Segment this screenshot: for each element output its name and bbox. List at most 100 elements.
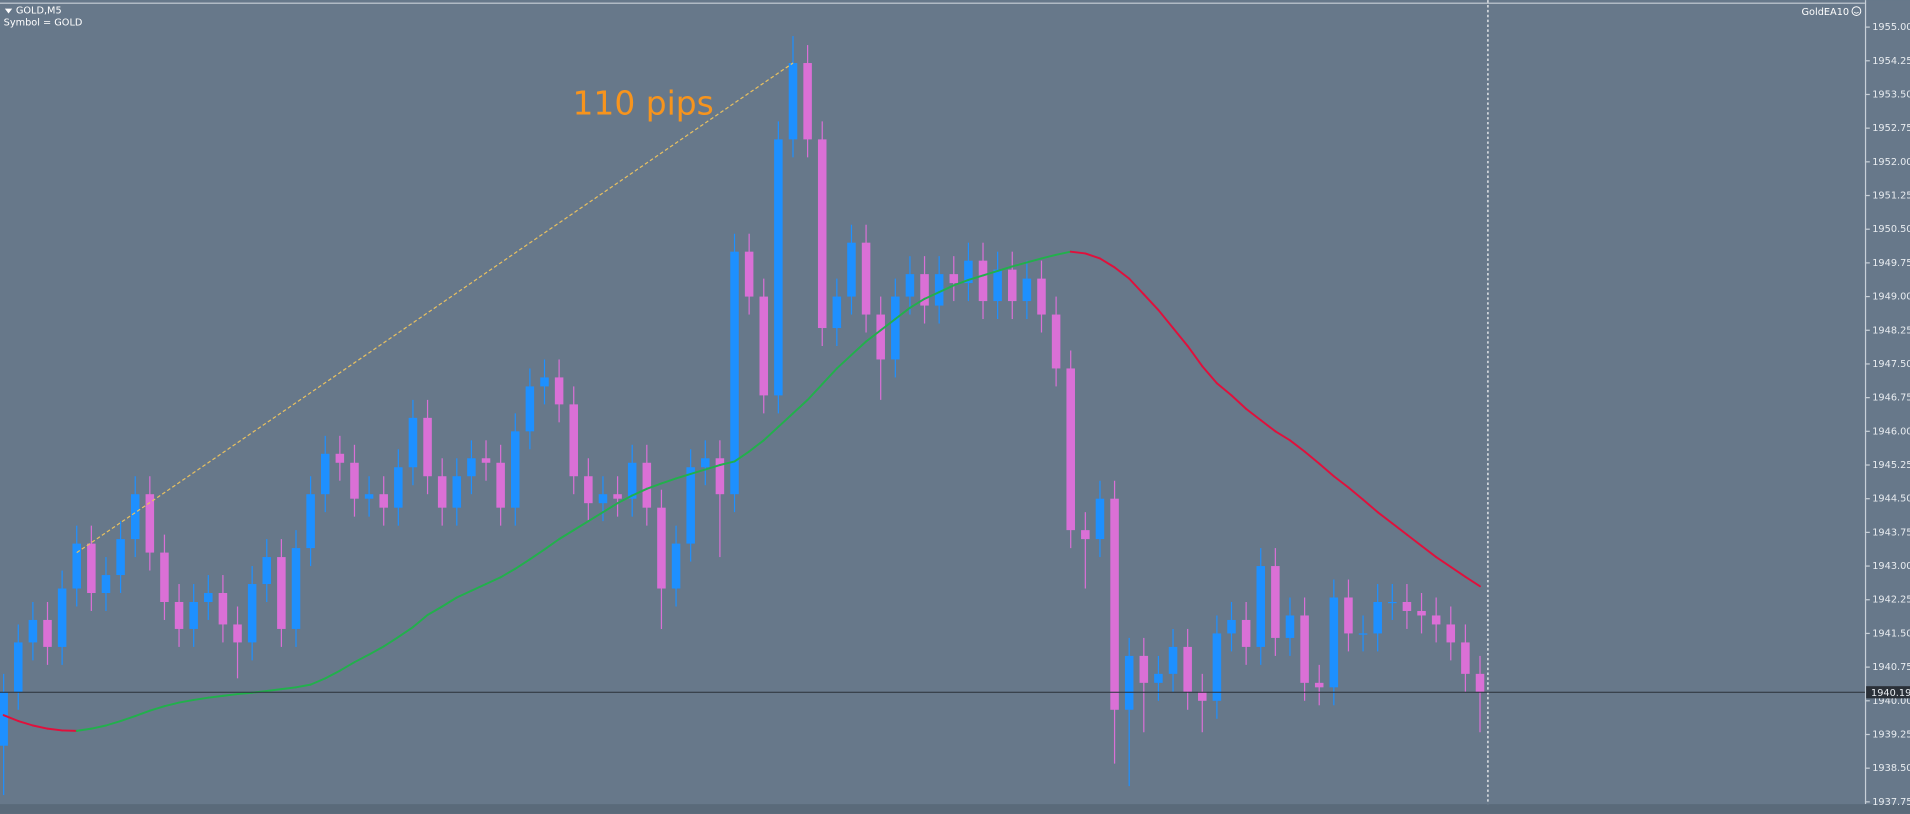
candle-body	[277, 557, 286, 629]
moving-average	[631, 487, 648, 497]
candle-body	[1212, 633, 1222, 701]
moving-average	[1274, 430, 1291, 442]
candle-body	[1081, 530, 1090, 540]
moving-average	[148, 705, 166, 712]
moving-average	[1245, 407, 1262, 422]
menu-arrow[interactable]	[4, 8, 13, 14]
moving-average	[1376, 511, 1394, 525]
candle-body	[204, 593, 213, 602]
candle-body	[1475, 673, 1485, 692]
candle-body	[116, 539, 125, 576]
y-tick-label: 1947.50	[1872, 359, 1910, 370]
candle-body	[0, 691, 8, 746]
candle-body	[408, 417, 418, 468]
candle-body	[1227, 619, 1236, 634]
candle-body	[832, 296, 842, 329]
candle-body	[291, 548, 301, 629]
moving-average	[455, 589, 473, 599]
moving-average	[1347, 486, 1365, 501]
moving-average	[1289, 439, 1306, 453]
moving-average	[777, 412, 794, 428]
moving-average	[967, 274, 984, 281]
y-tick-label: 1942.25	[1872, 595, 1910, 606]
moving-average	[221, 693, 239, 697]
candle-body	[43, 619, 52, 647]
candle-body	[306, 494, 315, 549]
moving-average	[850, 340, 868, 356]
candle-body	[1183, 646, 1192, 692]
candle-body	[1198, 691, 1207, 701]
moving-average	[1172, 327, 1189, 347]
candle-body	[744, 251, 754, 297]
price-label: 1940.19	[1871, 688, 1910, 699]
candle-body	[14, 642, 23, 692]
moving-average	[46, 727, 64, 732]
candle-body	[1329, 597, 1339, 688]
candle-body	[452, 476, 462, 508]
candle-body	[262, 557, 272, 585]
candle-body	[1124, 655, 1134, 710]
candle-body	[569, 404, 578, 477]
candle-body	[1241, 619, 1251, 647]
candle-body	[613, 494, 622, 499]
moving-average	[558, 529, 575, 541]
y-tick-label: 1938.50	[1872, 763, 1910, 774]
candle-body	[1344, 597, 1353, 634]
candle-body	[934, 274, 944, 306]
price-label-box	[1866, 686, 1910, 699]
moving-average	[923, 291, 941, 300]
moving-average	[1186, 345, 1204, 368]
candle-body	[335, 453, 345, 463]
moving-average	[660, 477, 678, 485]
moving-average	[1157, 309, 1175, 329]
moving-average	[1113, 266, 1131, 280]
candle-body	[964, 260, 973, 284]
candle-body	[394, 467, 403, 508]
y-tick-label: 1940.00	[1872, 696, 1910, 707]
candle-body	[364, 494, 374, 499]
moving-average	[1318, 462, 1335, 478]
moving-average	[397, 626, 414, 639]
candle-body	[350, 462, 359, 499]
moving-average	[821, 367, 838, 386]
candle-body	[759, 296, 769, 396]
y-tick-label: 1943.75	[1872, 527, 1910, 538]
moving-average	[938, 284, 955, 294]
candle-body	[920, 274, 929, 306]
y-tick-label: 1946.00	[1872, 426, 1910, 437]
y-tick-label: 1948.25	[1872, 325, 1910, 336]
candle-body	[423, 417, 432, 477]
moving-average	[894, 306, 911, 321]
moving-average	[1362, 498, 1379, 514]
candle-body	[160, 552, 169, 602]
candle-body	[1139, 655, 1149, 683]
moving-average	[1405, 533, 1423, 547]
candle-body	[584, 476, 593, 504]
moving-average	[75, 727, 93, 732]
moving-average	[835, 353, 853, 370]
candle-body	[1007, 269, 1017, 302]
candle-body	[1446, 624, 1456, 643]
candle-body	[467, 458, 476, 477]
moving-average	[1040, 253, 1058, 260]
candle-body	[554, 377, 564, 405]
moving-average	[105, 720, 122, 727]
candle-body	[247, 584, 257, 643]
moving-average	[514, 558, 531, 570]
candle-body	[1154, 673, 1163, 683]
candle-body	[774, 139, 783, 396]
moving-average	[572, 520, 590, 532]
candle-body	[130, 494, 140, 540]
y-tick-label: 1940.75	[1872, 662, 1910, 673]
moving-average	[1449, 565, 1467, 578]
candle-body	[1358, 633, 1368, 635]
moving-average	[982, 270, 999, 277]
indicator-icon[interactable]	[1851, 6, 1862, 16]
y-tick-label: 1951.25	[1872, 191, 1910, 202]
y-tick-label: 1939.25	[1872, 729, 1910, 740]
moving-average	[1201, 365, 1218, 385]
moving-average	[689, 468, 707, 475]
y-tick-label: 1954.25	[1872, 56, 1910, 67]
symbol-title: GOLD,M5	[16, 6, 62, 17]
